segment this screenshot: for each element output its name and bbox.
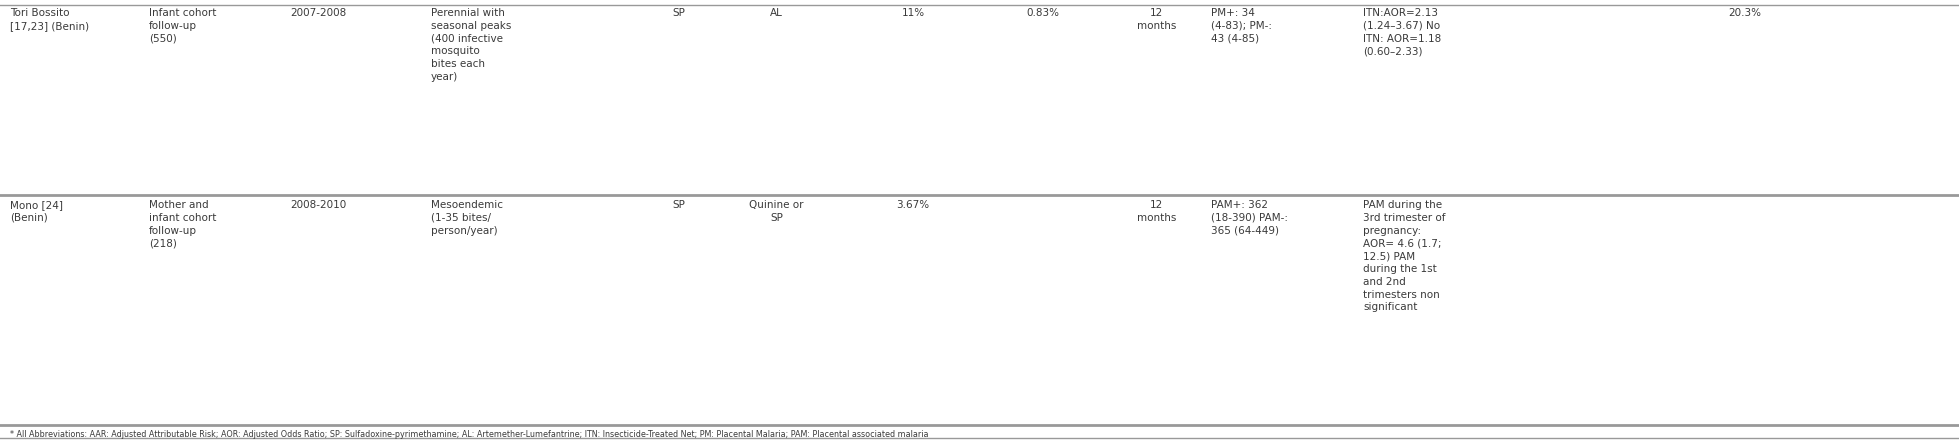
Text: SP: SP — [672, 8, 686, 18]
Text: 3.67%: 3.67% — [897, 200, 929, 210]
Text: 12
months: 12 months — [1136, 8, 1177, 31]
Text: Tori Bossito
[17,23] (Benin): Tori Bossito [17,23] (Benin) — [10, 8, 88, 31]
Text: 2008-2010: 2008-2010 — [290, 200, 347, 210]
Text: * All Abbreviations: AAR: Adjusted Attributable Risk; AOR: Adjusted Odds Ratio; : * All Abbreviations: AAR: Adjusted Attri… — [10, 430, 929, 439]
Text: 0.83%: 0.83% — [1027, 8, 1060, 18]
Text: PAM+: 362
(18-390) PAM-:
365 (64-449): PAM+: 362 (18-390) PAM-: 365 (64-449) — [1211, 200, 1287, 236]
Text: 11%: 11% — [901, 8, 925, 18]
Text: Mono [24]
(Benin): Mono [24] (Benin) — [10, 200, 63, 223]
Text: 20.3%: 20.3% — [1728, 8, 1761, 18]
Text: Mother and
infant cohort
follow-up
(218): Mother and infant cohort follow-up (218) — [149, 200, 215, 248]
Text: PAM during the
3rd trimester of
pregnancy:
AOR= 4.6 (1.7;
12.5) PAM
during the 1: PAM during the 3rd trimester of pregnanc… — [1363, 200, 1446, 313]
Text: Mesoendemic
(1-35 bites/
person/year): Mesoendemic (1-35 bites/ person/year) — [431, 200, 503, 236]
Text: Infant cohort
follow-up
(550): Infant cohort follow-up (550) — [149, 8, 215, 44]
Text: PM+: 34
(4-83); PM-:
43 (4-85): PM+: 34 (4-83); PM-: 43 (4-85) — [1211, 8, 1271, 44]
Text: ITN:AOR=2.13
(1.24–3.67) No
ITN: AOR=1.18
(0.60–2.33): ITN:AOR=2.13 (1.24–3.67) No ITN: AOR=1.1… — [1363, 8, 1442, 56]
Text: Perennial with
seasonal peaks
(400 infective
mosquito
bites each
year): Perennial with seasonal peaks (400 infec… — [431, 8, 511, 82]
Text: AL: AL — [770, 8, 784, 18]
Text: Quinine or
SP: Quinine or SP — [750, 200, 803, 223]
Text: 2007-2008: 2007-2008 — [290, 8, 347, 18]
Text: 12
months: 12 months — [1136, 200, 1177, 223]
Text: SP: SP — [672, 200, 686, 210]
